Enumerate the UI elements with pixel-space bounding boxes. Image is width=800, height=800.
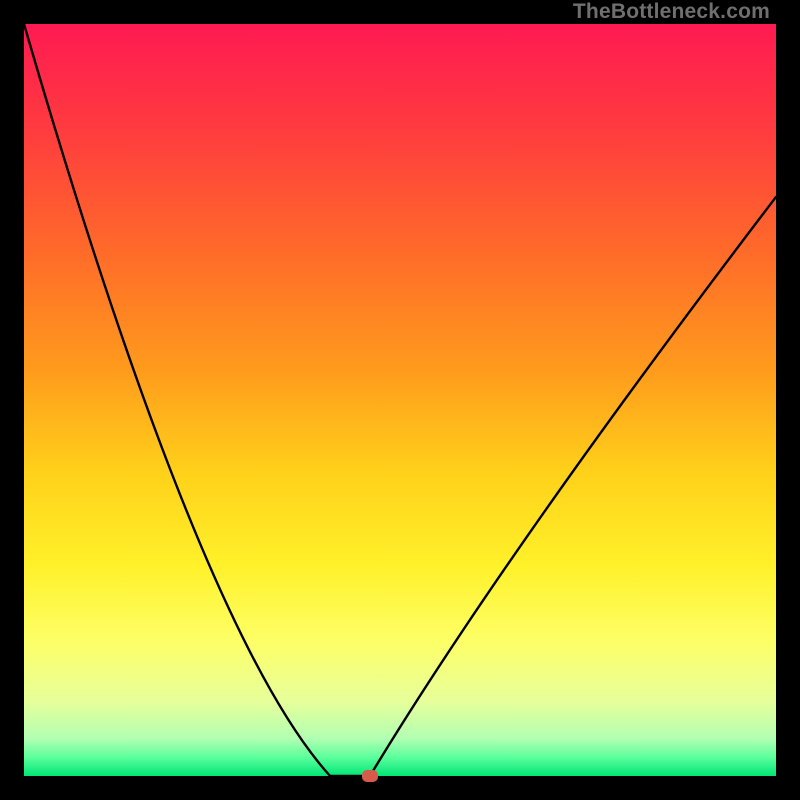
chart-frame: TheBottleneck.com [0,0,800,800]
watermark-text: TheBottleneck.com [573,0,770,24]
bottleneck-curve [24,24,776,776]
plot-area [24,24,776,776]
optimal-point-marker [362,770,378,782]
